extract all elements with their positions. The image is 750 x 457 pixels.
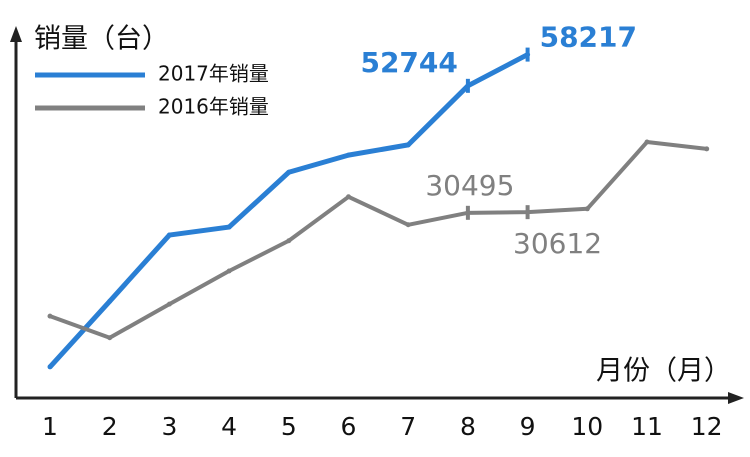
data-label: 58217 xyxy=(540,21,637,54)
data-label: 30612 xyxy=(513,227,602,260)
x-tick-label: 1 xyxy=(42,412,58,441)
x-tick-label: 4 xyxy=(221,412,237,441)
x-tick-label: 12 xyxy=(691,412,723,441)
x-tick-label: 9 xyxy=(520,412,536,441)
point xyxy=(286,238,292,244)
legend-label: 2017年销量 xyxy=(158,62,269,86)
x-tick-label: 10 xyxy=(571,412,603,441)
point xyxy=(47,364,53,370)
x-tick-label: 11 xyxy=(631,412,663,441)
x-tick-label: 6 xyxy=(341,412,357,441)
x-axis-label: 月份（月） xyxy=(596,356,731,387)
point xyxy=(704,146,710,152)
data-label: 30495 xyxy=(425,169,514,202)
point xyxy=(166,301,172,307)
point xyxy=(584,206,590,212)
point xyxy=(346,152,351,158)
x-tick-label: 3 xyxy=(161,412,177,441)
point xyxy=(405,222,411,228)
point xyxy=(405,142,411,148)
x-tick-label: 5 xyxy=(281,412,297,441)
point xyxy=(166,232,172,238)
point xyxy=(47,313,53,319)
y-axis-label: 销量（台） xyxy=(34,24,169,55)
point xyxy=(286,169,292,175)
point xyxy=(107,335,113,341)
point xyxy=(226,224,232,230)
point xyxy=(226,268,232,274)
y-axis-arrow xyxy=(10,26,22,42)
x-axis-arrow xyxy=(728,392,744,404)
legend-label: 2016年销量 xyxy=(158,95,269,119)
point xyxy=(644,139,650,145)
point xyxy=(107,298,113,304)
series-line xyxy=(48,52,529,369)
series-line xyxy=(49,140,707,340)
x-tick-label: 8 xyxy=(460,412,476,441)
x-tick-label: 2 xyxy=(102,412,118,441)
x-tick-label: 7 xyxy=(400,412,416,441)
data-label: 52744 xyxy=(360,46,457,79)
point xyxy=(346,194,351,200)
